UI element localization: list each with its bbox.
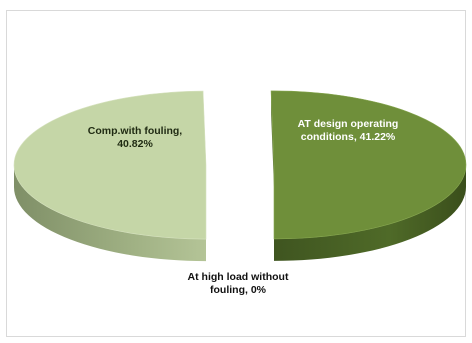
- slice-label-comp-with-fouling: Comp.with fouling, 40.82%: [87, 125, 183, 150]
- slice-comp-with-fouling-side: [14, 165, 207, 262]
- slice-at-design-operating-conditions-side: [273, 164, 466, 261]
- slice-at-design-operating-conditions: [270, 90, 467, 240]
- slice-comp-with-fouling: [13, 90, 207, 240]
- slice-label-at-high-load-without-fouling: At high load without fouling, 0%: [187, 271, 289, 296]
- slice-label-at-design-operating-conditions: AT design operating conditions, 41.22%: [297, 118, 399, 143]
